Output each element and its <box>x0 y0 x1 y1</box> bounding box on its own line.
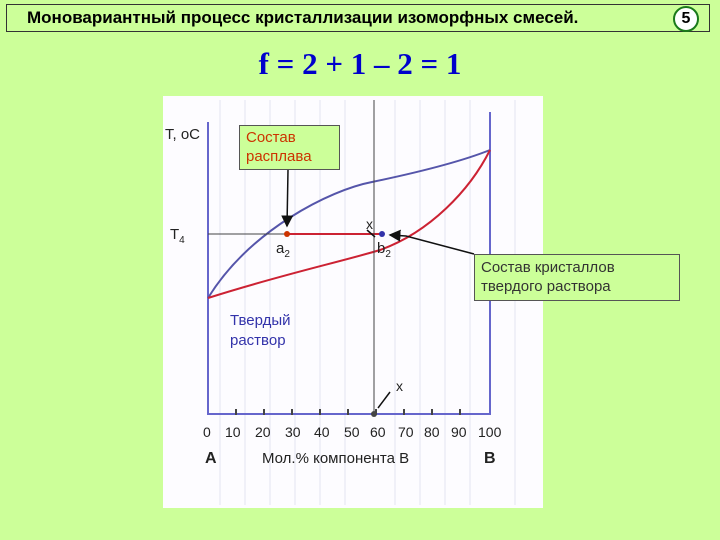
solid-region-label-line2: раствор <box>230 332 286 349</box>
x-tick-label: 30 <box>285 424 301 440</box>
y-axis-label: T, oC <box>165 126 201 143</box>
point-b2 <box>379 231 385 237</box>
point-x-bottom-label: x <box>396 378 403 394</box>
x-tick-label: 90 <box>451 424 467 440</box>
x-tick-label: 10 <box>225 424 241 440</box>
liquidus-curve <box>207 149 491 299</box>
x-tick-label: 0 <box>203 424 211 440</box>
callout-crystals-line1: Состав кристаллов <box>481 259 615 276</box>
phase-rule-formula: f = 2 + 1 – 2 = 1 <box>258 46 462 81</box>
melt-arrow <box>281 169 294 228</box>
x-tick-label: 80 <box>424 424 440 440</box>
point-b2-label: b2 <box>377 240 391 260</box>
callout-melt-composition: Состав расплава <box>239 125 340 170</box>
diagram-paper <box>163 96 543 508</box>
title-bar: Моновариантный процесс кристаллизации из… <box>6 4 710 32</box>
component-b-label: B <box>484 450 496 467</box>
x-tick-label: 50 <box>344 424 360 440</box>
point-a2-label: a2 <box>276 240 290 260</box>
callout-melt-line2: расплава <box>246 148 312 165</box>
callout-melt-line1: Состав <box>246 129 296 146</box>
solidus-curve <box>207 149 491 299</box>
t4-label: T4 <box>170 226 185 246</box>
x-tick-label: 100 <box>478 424 502 440</box>
x-tick-label: 60 <box>370 424 386 440</box>
x-tick-label: 20 <box>255 424 271 440</box>
grid-lines <box>219 100 516 505</box>
point-x-bottom <box>371 411 377 417</box>
slide-title: Моновариантный процесс кристаллизации из… <box>27 8 579 27</box>
x-top-pointer <box>366 229 376 238</box>
component-a-label: A <box>205 450 217 467</box>
callout-crystals-line2: твердого раствора <box>481 278 611 295</box>
x-bottom-pointer <box>377 391 391 409</box>
slide-number-badge: 5 <box>673 6 699 32</box>
x-tick-label: 70 <box>398 424 414 440</box>
callout-crystal-composition: Состав кристаллов твердого раствора <box>474 254 680 301</box>
point-x-top-label: x <box>366 216 373 232</box>
crystals-arrow <box>388 229 475 255</box>
solid-region-label-line1: Твердый <box>230 312 291 329</box>
x-axis-label: Мол.% компонента В <box>262 450 410 467</box>
point-a2 <box>284 231 290 237</box>
x-tick-label: 40 <box>314 424 330 440</box>
